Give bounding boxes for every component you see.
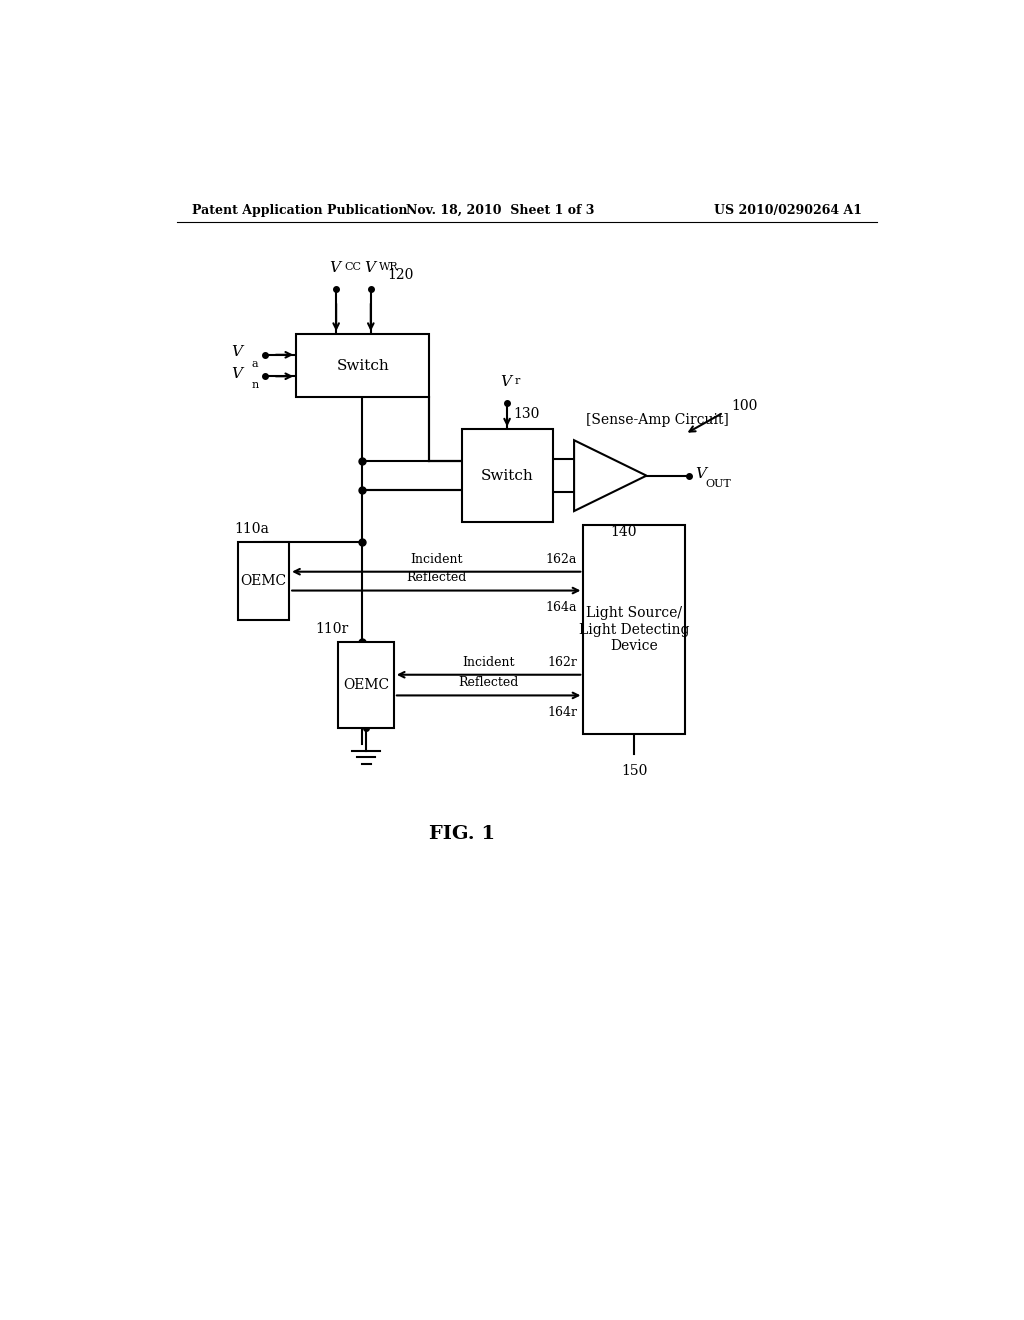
Text: 130: 130 bbox=[513, 407, 540, 421]
Bar bbox=[339, 642, 394, 729]
Text: OEMC: OEMC bbox=[343, 678, 389, 692]
Text: OUT: OUT bbox=[706, 479, 731, 490]
Text: 140: 140 bbox=[610, 525, 637, 539]
Text: 162a: 162a bbox=[546, 553, 578, 565]
Text: Switch: Switch bbox=[336, 359, 389, 372]
Text: Incident: Incident bbox=[463, 656, 515, 668]
Text: 100: 100 bbox=[731, 400, 758, 413]
Text: Incident: Incident bbox=[410, 553, 463, 565]
Text: V: V bbox=[231, 346, 243, 359]
Text: 120: 120 bbox=[388, 268, 414, 281]
Bar bbox=[239, 543, 289, 620]
Bar bbox=[296, 334, 429, 397]
Text: 110r: 110r bbox=[315, 622, 348, 636]
Text: OEMC: OEMC bbox=[241, 574, 287, 589]
Text: Nov. 18, 2010  Sheet 1 of 3: Nov. 18, 2010 Sheet 1 of 3 bbox=[406, 205, 594, 218]
Text: n: n bbox=[252, 380, 259, 391]
Text: V: V bbox=[329, 261, 340, 276]
Text: 150: 150 bbox=[621, 763, 647, 777]
Text: 110a: 110a bbox=[234, 521, 269, 536]
Text: Patent Application Publication: Patent Application Publication bbox=[193, 205, 408, 218]
Text: 164a: 164a bbox=[546, 602, 578, 614]
Bar bbox=[462, 429, 553, 521]
Text: Switch: Switch bbox=[480, 469, 534, 483]
Text: 164r: 164r bbox=[547, 706, 578, 719]
Text: WR: WR bbox=[379, 263, 399, 272]
Text: [Sense-Amp Circuit]: [Sense-Amp Circuit] bbox=[587, 413, 729, 428]
Text: V: V bbox=[231, 367, 243, 381]
Bar bbox=[584, 525, 685, 734]
Text: Reflected: Reflected bbox=[407, 572, 467, 585]
Text: CC: CC bbox=[345, 263, 361, 272]
Text: 162r: 162r bbox=[547, 656, 578, 668]
Text: a: a bbox=[252, 359, 258, 368]
Text: Light Source/
Light Detecting
Device: Light Source/ Light Detecting Device bbox=[579, 606, 689, 653]
Text: US 2010/0290264 A1: US 2010/0290264 A1 bbox=[714, 205, 862, 218]
Text: FIG. 1: FIG. 1 bbox=[429, 825, 495, 843]
Text: V: V bbox=[695, 467, 706, 480]
Text: V: V bbox=[500, 375, 511, 389]
Text: V: V bbox=[364, 261, 375, 276]
Polygon shape bbox=[574, 441, 646, 511]
Text: Reflected: Reflected bbox=[459, 676, 519, 689]
Text: r: r bbox=[515, 376, 520, 387]
